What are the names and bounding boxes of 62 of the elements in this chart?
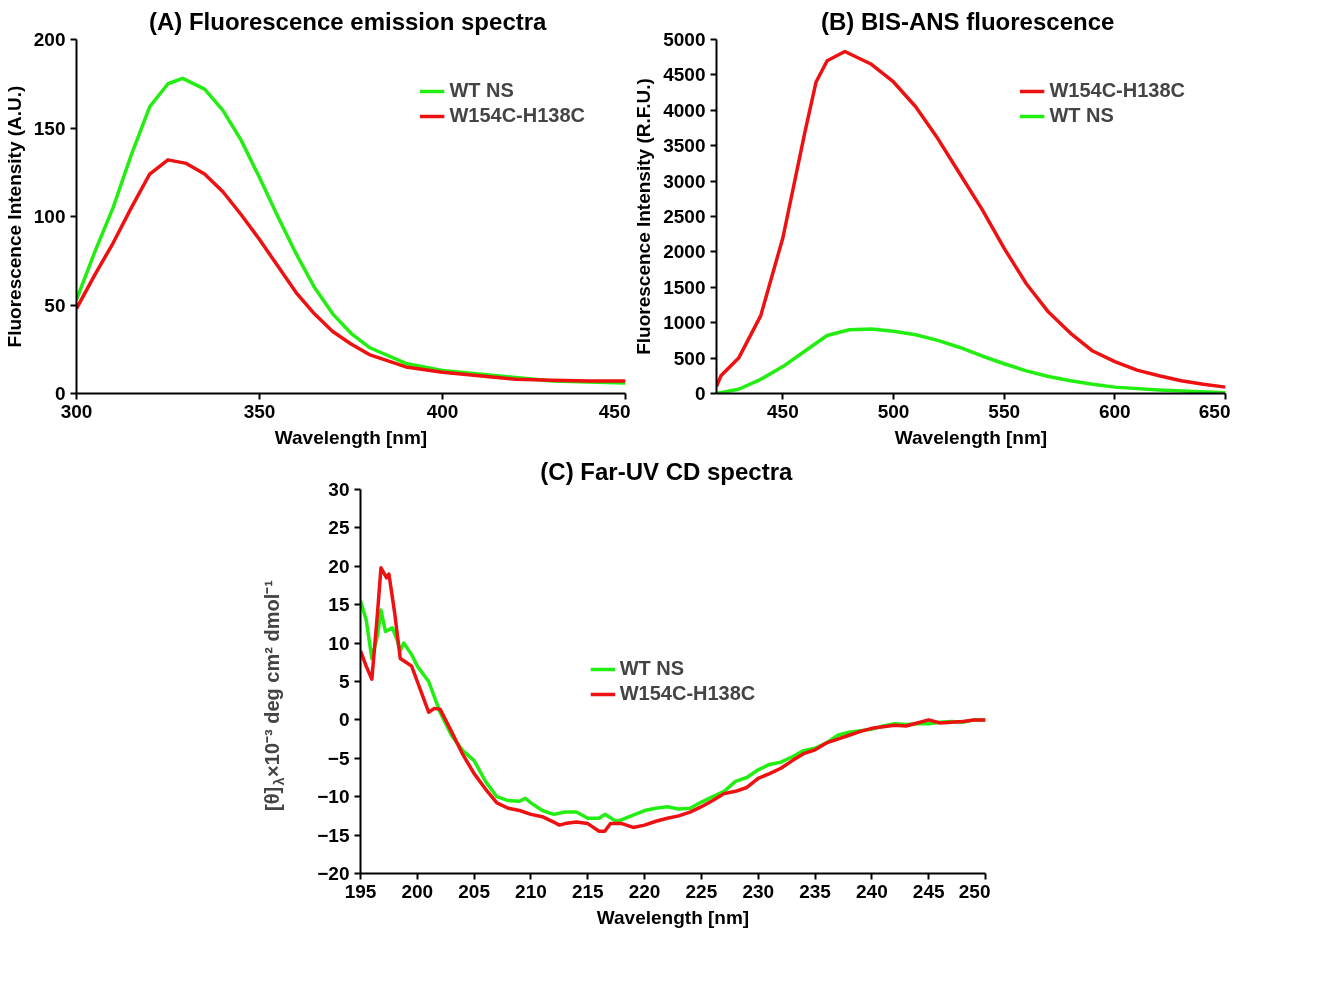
y-tick-label: 150 [33,117,66,139]
y-tick-label: −5 [327,747,350,769]
x-tick-label: 240 [856,880,888,902]
y-tick-label: 0 [694,383,706,404]
chart-title: (B) BIS-ANS fluorescence [820,7,1115,35]
legend-label: WT NS [1049,104,1114,127]
legend-label: WT NS [619,657,685,680]
x-tick-label: 600 [1099,400,1131,422]
x-tick-label: 400 [426,400,459,422]
x-tick-label: 650 [1198,400,1231,422]
y-tick-label: 4500 [663,64,706,86]
x-tick-label: 550 [988,400,1021,422]
x-tick-label: 450 [598,400,631,422]
x-tick-label: 500 [877,400,910,422]
chart-title: (A) Fluorescence emission spectra [148,7,548,35]
y-tick-label: 500 [673,347,706,369]
y-tick-label: 20 [328,555,350,577]
x-tick-label: 350 [243,400,276,422]
legend-label: WT NS [449,79,514,102]
line-series [716,49,1226,389]
legend-label: W154C-H138C [1049,79,1185,102]
y-tick-label: 4000 [663,99,706,121]
x-tick-label: 210 [515,880,547,902]
x-tick-label: 215 [571,880,605,902]
y-tick-label: 10 [328,632,350,654]
x-tick-label: 230 [742,880,775,902]
x-tick-label: 205 [458,880,491,902]
y-axis-title: Fluorescence Intensity (A.U.) [3,85,25,348]
y-tick-label: 200 [33,29,66,50]
x-axis-title: Wavelength [nm] [274,426,428,448]
y-tick-label: 0 [338,709,350,731]
legend-label: W154C-H138C [619,682,756,705]
line-series [360,566,986,834]
y-tick-label: 3000 [663,170,706,192]
y-axis-title: Fluorescence Intensity (R.F.U.) [633,78,655,355]
legend-label: W154C-H138C [449,104,585,127]
chart-title: (C) Far-UV CD spectra [540,457,794,485]
y-tick-label: −10 [317,786,350,808]
x-tick-label: 220 [628,880,661,902]
x-tick-label: 225 [685,880,718,902]
x-tick-label: 250 [958,880,991,902]
x-tick-label: 450 [767,400,799,422]
x-axis-title: Wavelength [nm] [894,426,1048,448]
y-tick-label: 100 [33,206,66,227]
y-tick-label: 2500 [663,206,706,227]
y-tick-label: 2000 [663,241,706,263]
x-tick-label: 245 [912,880,945,902]
y-tick-label: −15 [317,824,350,846]
y-tick-label: 3500 [663,135,706,157]
x-tick-label: 200 [401,880,434,902]
y-tick-label: 25 [328,517,350,539]
y-axis-title: [θ]λ×10⁻³ deg cm² dmol⁻¹ [261,579,287,811]
y-tick-label: 1000 [663,312,706,334]
x-tick-label: 235 [799,880,832,902]
y-tick-label: 50 [44,294,66,316]
y-tick-label: 5000 [663,29,706,50]
x-axis-title: Wavelength [nm] [596,906,750,928]
line-series [76,158,626,383]
y-tick-label: 15 [328,594,350,616]
y-tick-label: 1500 [663,276,706,298]
y-tick-label: 5 [338,671,350,692]
y-tick-label: 30 [328,479,350,500]
